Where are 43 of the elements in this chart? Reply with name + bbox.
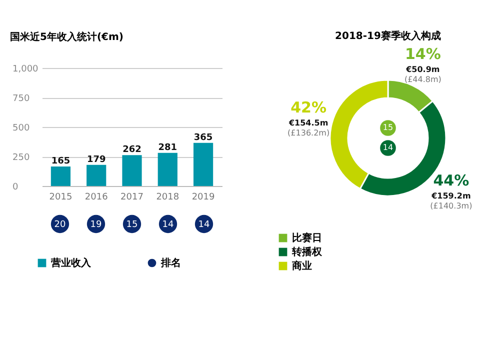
legend-label: 排名 (160, 257, 181, 269)
y-tick-label: 500 (12, 124, 30, 134)
text: 14 (382, 143, 394, 152)
text: €50.9m (406, 64, 440, 74)
data-label: 14 (162, 220, 174, 230)
text: (£44.8m) (404, 74, 442, 84)
data-label: 365 (194, 132, 213, 143)
x-tick-label: 2019 (192, 192, 216, 202)
x-tick-label: 2018 (156, 192, 180, 202)
bar (158, 152, 178, 186)
data-label: 14% (404, 44, 441, 63)
data-label: 14 (198, 220, 210, 230)
data-label: 179 (86, 154, 106, 165)
data-label: 44% (433, 171, 470, 190)
y-tick-label: 0 (12, 182, 18, 192)
data-label: 165 (51, 156, 70, 167)
x-tick-label: 2017 (120, 192, 144, 202)
y-tick-label: 750 (12, 94, 30, 104)
y-tick-label: 1,000 (12, 64, 39, 74)
text: (£140.3m) (430, 201, 472, 210)
text: 15 (382, 123, 394, 132)
chart-title: 国米近5年收入统计(€m) (10, 31, 124, 43)
text: €154.5m (288, 118, 328, 128)
data-label: 281 (158, 142, 178, 153)
legend-label: 转播权 (291, 246, 323, 258)
text: (£136.2m) (288, 128, 330, 138)
bar (193, 142, 214, 186)
legend-label: 商业 (291, 260, 312, 272)
chart-title: 2018-19赛季收入构成 (335, 30, 441, 42)
data-label: 262 (122, 145, 142, 156)
bar (50, 166, 71, 186)
text: €159.2m (432, 191, 471, 200)
data-label: 42% (290, 98, 327, 117)
data-label: 15 (126, 220, 138, 230)
y-tick-label: 250 (12, 153, 30, 163)
legend-label: 营业收入 (50, 257, 92, 269)
x-tick-label: 2015 (49, 192, 72, 202)
legend-label: 比赛日 (292, 232, 322, 244)
data-label: 19 (90, 220, 102, 230)
x-tick-label: 2016 (84, 192, 108, 202)
data-label: 20 (54, 220, 66, 230)
bar (86, 164, 106, 186)
bar (122, 155, 142, 186)
